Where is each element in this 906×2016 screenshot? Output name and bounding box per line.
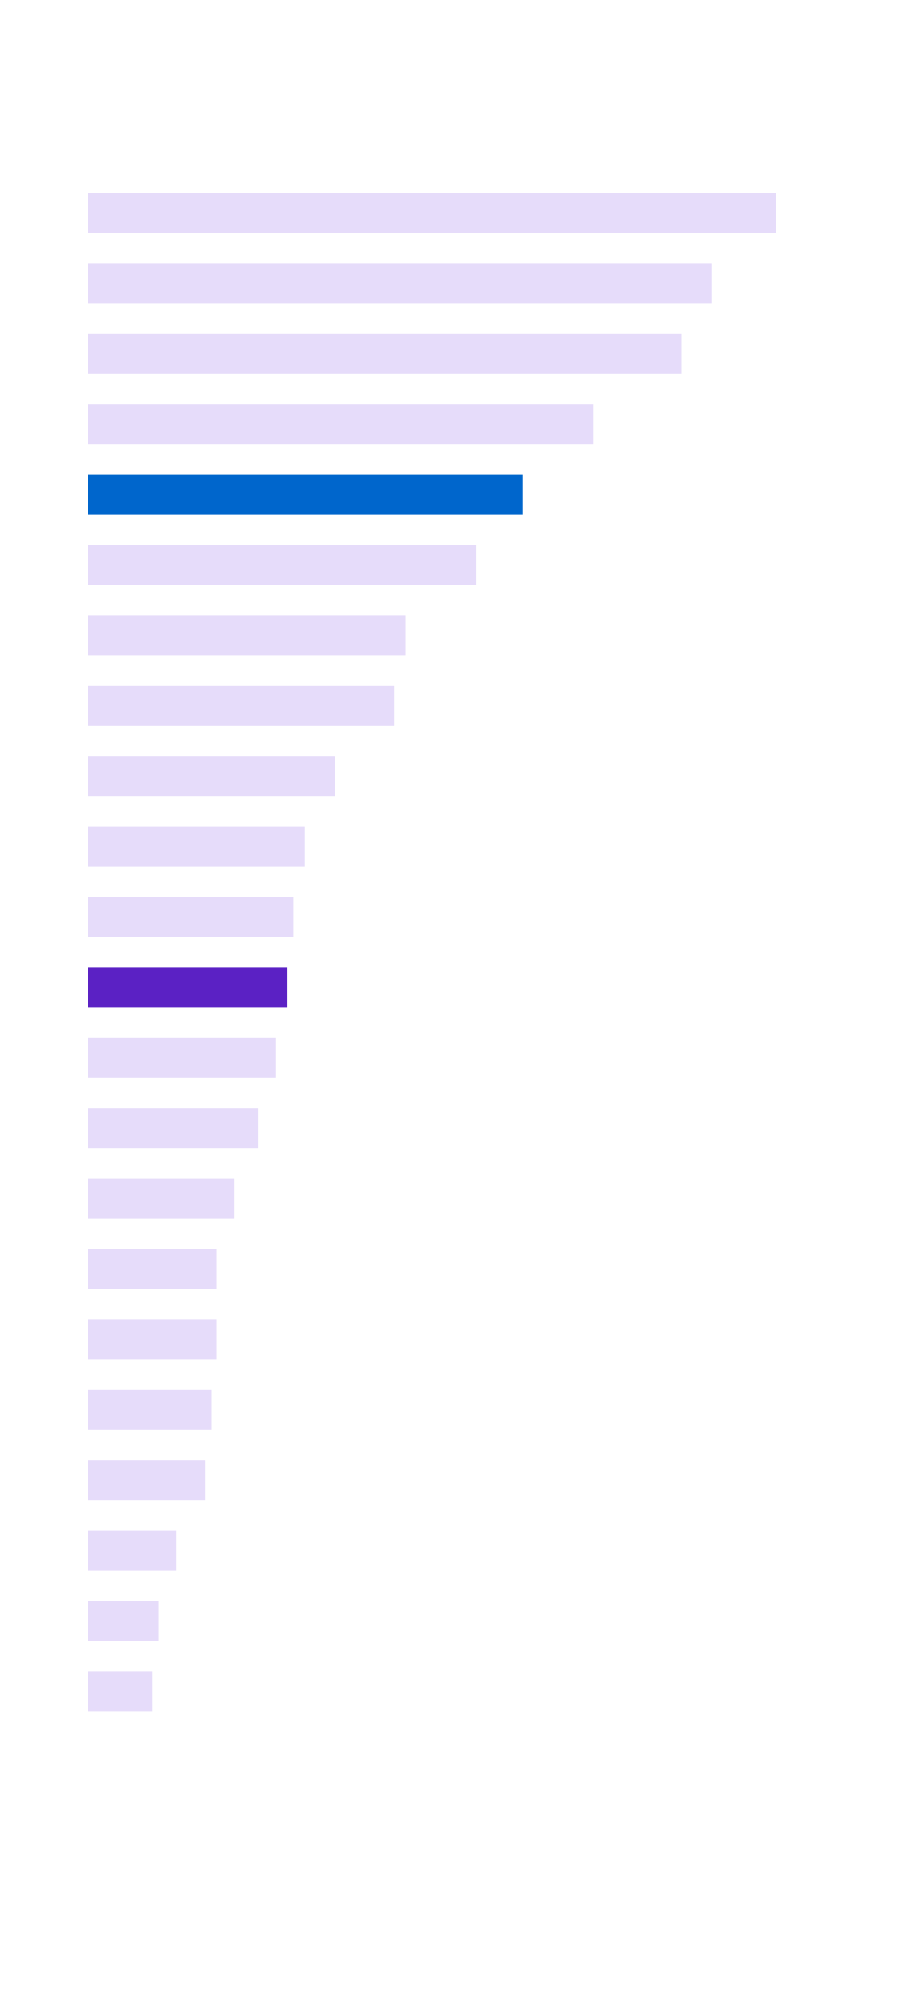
bar <box>88 1249 217 1289</box>
bar <box>88 404 594 445</box>
bar <box>88 545 477 585</box>
bar <box>88 1319 217 1360</box>
bar-highlighted <box>88 967 288 1008</box>
bar <box>88 826 305 867</box>
bar <box>88 1460 206 1501</box>
bar <box>88 1108 259 1149</box>
bar <box>88 1389 212 1430</box>
bar <box>88 685 395 726</box>
bar <box>88 333 682 374</box>
bar <box>88 756 335 797</box>
bar <box>88 1037 276 1078</box>
bar <box>88 615 406 656</box>
bar <box>88 1671 153 1712</box>
bar <box>88 1178 235 1219</box>
bar <box>88 1530 177 1571</box>
bar <box>88 1601 159 1641</box>
bar-highlighted <box>88 474 523 515</box>
bar <box>88 263 712 304</box>
bar <box>88 897 294 937</box>
bar <box>88 193 776 233</box>
